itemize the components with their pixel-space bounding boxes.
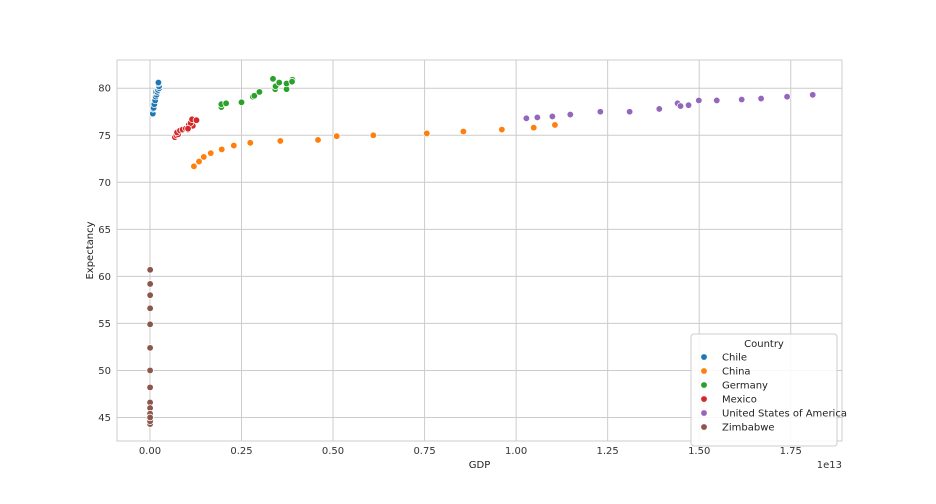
data-point [713,96,721,105]
legend-marker [700,381,708,389]
y-tick-label: 65 [98,225,111,236]
legend-title: Country [744,339,784,350]
data-point [195,157,203,166]
data-point [551,121,559,129]
data-point [146,366,154,375]
legend-label: Germany [722,381,768,392]
data-point [566,110,574,119]
data-point [146,280,154,288]
data-point [154,78,163,87]
data-point [246,139,254,147]
y-tick-label: 80 [98,84,111,95]
data-points [146,75,817,428]
data-point [190,162,198,170]
data-point [250,92,258,100]
data-point [222,99,230,107]
y-tick-label: 60 [98,272,111,283]
legend: Country Chile China Germany Mexico United St… [690,333,847,447]
x-tick-label: 1.50 [688,446,710,457]
data-point [276,137,284,145]
data-point [548,112,557,121]
legend-label: Mexico [722,395,757,406]
data-point [459,127,468,136]
legend-box [690,333,838,447]
data-point [200,153,208,161]
data-point [498,125,506,134]
data-point [757,94,765,103]
x-axis-ticks: 0.00 0.25 0.50 0.75 1.00 1.25 1.50 1.75 [139,446,802,457]
data-point [596,108,605,116]
data-point [146,291,154,299]
data-point [533,113,542,122]
data-point [625,108,634,116]
data-point [695,96,703,105]
data-point [522,114,531,123]
data-point [146,344,154,352]
x-tick-label: 0.75 [413,446,435,457]
data-point [146,304,154,313]
legend-marker [700,353,708,361]
data-point [275,78,283,87]
legend-label: Zimbabwe [722,423,775,434]
x-tick-label: 1.75 [780,446,802,457]
data-point [809,91,817,99]
data-point [269,75,277,83]
legend-label: Chile [722,353,747,364]
data-point [146,413,154,422]
data-point [783,93,791,101]
data-point [237,98,246,107]
data-point [218,145,226,154]
data-point [737,95,746,104]
data-point [255,88,264,96]
y-tick-label: 50 [98,366,111,377]
data-point [684,101,693,109]
data-point [192,116,201,124]
data-point [146,320,154,329]
x-tick-label: 0.00 [139,446,161,457]
x-axis-label: GDP [469,460,490,471]
data-point [230,141,238,150]
data-point [423,129,431,138]
x-tick-label: 0.50 [322,446,344,457]
y-axis-ticks: 45 50 55 60 65 70 75 80 [98,84,111,424]
y-tick-label: 70 [98,178,111,189]
data-point [314,136,322,144]
x-tick-label: 1.00 [505,446,527,457]
legend-marker [700,395,708,403]
legend-marker [700,423,708,431]
data-point [369,131,377,139]
data-point [676,102,685,110]
y-axis-label: Expectancy [85,221,96,279]
data-point [207,149,215,157]
data-point [333,132,341,140]
legend-marker [700,409,708,417]
legend-marker [700,367,708,375]
data-point [288,77,296,86]
y-tick-label: 45 [98,413,111,424]
data-point [146,383,154,392]
legend-label: United States of America [722,409,847,420]
y-tick-label: 55 [98,319,111,330]
legend-entries: Chile China Germany Mexico United States of … [700,353,847,434]
x-axis-offset-label: 1e13 [817,460,842,471]
data-point [655,105,663,113]
data-point [184,124,192,133]
x-tick-label: 0.25 [230,446,252,457]
legend-label: China [722,367,751,378]
data-point [146,266,154,274]
y-tick-label: 75 [98,131,111,142]
x-tick-label: 1.25 [597,446,619,457]
data-point [530,124,538,132]
